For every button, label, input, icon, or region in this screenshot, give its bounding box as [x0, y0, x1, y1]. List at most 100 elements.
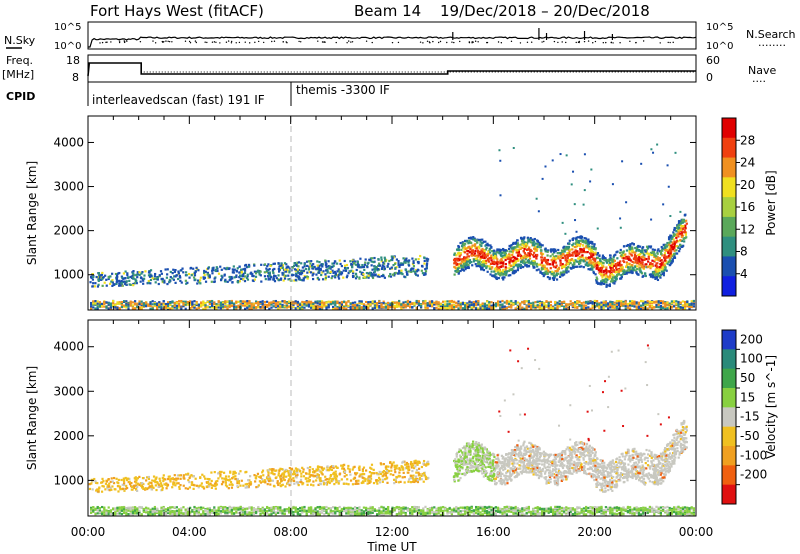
echo-cell: [552, 277, 556, 280]
echo-cell: [404, 259, 407, 262]
echo-cell: [268, 267, 271, 271]
echo-cell: [437, 301, 440, 304]
echo-cell: [97, 272, 100, 275]
echo-cell: [140, 300, 143, 303]
echo-cell: [667, 243, 671, 246]
echo-cell: [611, 303, 614, 306]
echo-cell: [431, 303, 434, 306]
echo-cell: [400, 305, 403, 309]
echo-cell: [356, 263, 360, 266]
echo-cell: [536, 265, 539, 268]
echo-cell: [479, 238, 482, 241]
echo-cell: [407, 261, 410, 264]
echo-cell: [666, 256, 670, 259]
echo-cell: [551, 263, 554, 266]
echo-cell: [281, 300, 284, 303]
echo-cell: [566, 255, 569, 258]
echo-cell: [257, 301, 260, 304]
echo-cell: [92, 506, 95, 509]
echo-cell: [592, 270, 595, 273]
echo-cell: [510, 260, 513, 263]
echo-cell: [478, 260, 481, 263]
echo-cell: [582, 257, 585, 260]
echo-cell: [473, 237, 476, 240]
echo-cell: [508, 262, 511, 265]
echo-cell: [105, 301, 108, 304]
echo-cell: [664, 303, 667, 307]
echo-cell: [618, 307, 621, 310]
echo-cell: [369, 259, 372, 262]
echo-cell: [296, 264, 299, 268]
echo-cell: [466, 302, 469, 305]
noise-search-dot: [215, 41, 217, 43]
echo-cell: [481, 238, 484, 241]
noise-search-dot: [578, 40, 581, 43]
echo-cell: [433, 307, 436, 310]
echo-cell: [367, 261, 370, 264]
echo-cell: [191, 304, 194, 307]
echo-cell: [376, 302, 379, 305]
echo-cell: [92, 285, 95, 288]
echo-cell: [272, 305, 275, 308]
echo-cell: [316, 260, 319, 263]
echo-cell: [236, 267, 239, 270]
echo-cell: [175, 301, 178, 305]
echo-cell: [651, 262, 654, 266]
echo-cell: [532, 253, 535, 257]
echo-cell: [505, 270, 509, 273]
echo-cell: [559, 251, 562, 255]
echo-cell: [200, 304, 203, 307]
echo-cell: [538, 304, 541, 307]
echo-cell: [448, 302, 451, 306]
echo-cell: [545, 304, 548, 307]
echo-cell: [591, 302, 594, 305]
echo-cell: [651, 300, 654, 304]
echo-cell: [285, 302, 288, 305]
echo-cell: [586, 264, 590, 267]
echo-cell: [455, 254, 458, 257]
echo-cell: [558, 256, 562, 259]
echo-cell: [204, 307, 207, 310]
echo-cell: [588, 247, 591, 250]
echo-cell: [576, 250, 579, 253]
echo-cell: [280, 277, 283, 280]
echo-cell: [605, 285, 608, 288]
echo-cell: [516, 243, 519, 246]
echo-cell: [621, 270, 625, 273]
echo-cell: [463, 257, 466, 260]
echo-cell: [656, 278, 660, 282]
noise-search-dot: [167, 40, 169, 43]
echo-cell: [654, 268, 658, 271]
echo-cell: [325, 301, 328, 304]
echo-cell: [585, 246, 588, 249]
echo-cell: [496, 251, 499, 254]
echo-cell: [439, 306, 442, 309]
echo-cell: [479, 266, 483, 269]
echo-cell: [485, 266, 488, 270]
echo-cell: [679, 232, 682, 235]
echo-cell: [497, 272, 500, 275]
echo-cell: [332, 305, 335, 309]
echo-cell: [657, 275, 660, 278]
echo-cell: [91, 272, 94, 276]
echo-cell: [559, 153, 562, 156]
echo-cell: [633, 255, 637, 258]
echo-cell: [604, 274, 607, 277]
echo-cell: [479, 240, 482, 243]
echo-cell: [336, 270, 339, 273]
echo-cell: [345, 263, 349, 267]
echo-cell: [656, 266, 659, 270]
echo-cell: [136, 276, 139, 279]
beam-label: Beam 14: [354, 2, 421, 20]
echo-cell: [534, 301, 537, 304]
echo-cell: [459, 305, 462, 308]
echo-cell: [535, 263, 538, 266]
echo-cell: [194, 270, 197, 273]
echo-cell: [309, 271, 313, 274]
echo-cell: [273, 262, 276, 265]
echo-cell: [639, 261, 643, 264]
echo-cell: [481, 307, 484, 310]
echo-cell: [602, 300, 605, 303]
echo-cell: [442, 300, 445, 303]
echo-cell: [172, 268, 175, 271]
